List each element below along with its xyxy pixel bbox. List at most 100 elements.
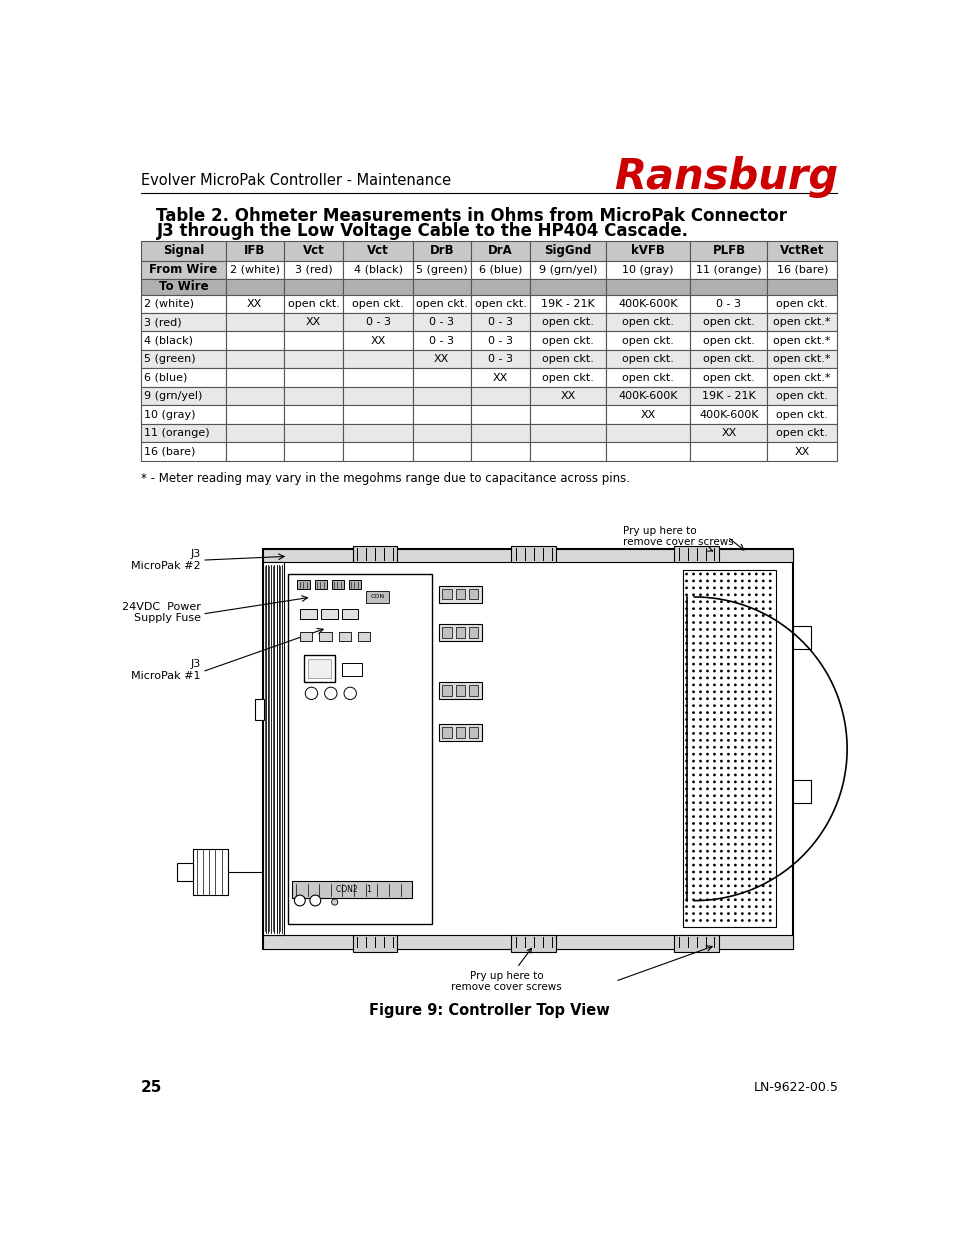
Text: 2 (white): 2 (white): [144, 299, 193, 309]
Circle shape: [733, 587, 736, 589]
Circle shape: [768, 593, 771, 597]
Circle shape: [726, 794, 729, 797]
Circle shape: [692, 587, 694, 589]
Bar: [439, 682, 481, 699]
Circle shape: [733, 732, 736, 735]
Circle shape: [684, 614, 687, 618]
Bar: [690, 241, 767, 261]
Circle shape: [712, 884, 715, 887]
Circle shape: [761, 579, 764, 583]
Bar: [141, 368, 226, 387]
Circle shape: [740, 884, 743, 887]
Circle shape: [733, 919, 736, 921]
Text: DrA: DrA: [488, 245, 513, 257]
Circle shape: [712, 621, 715, 624]
Circle shape: [768, 621, 771, 624]
Circle shape: [747, 739, 750, 742]
Circle shape: [692, 919, 694, 921]
Bar: [226, 424, 283, 442]
Circle shape: [761, 898, 764, 902]
Text: Vct: Vct: [302, 245, 324, 257]
Circle shape: [699, 683, 701, 687]
Circle shape: [740, 844, 743, 846]
Bar: [605, 279, 690, 294]
Circle shape: [684, 781, 687, 783]
Circle shape: [761, 683, 764, 687]
Bar: [470, 387, 530, 405]
Circle shape: [692, 579, 694, 583]
Circle shape: [761, 788, 764, 790]
Circle shape: [740, 913, 743, 915]
Circle shape: [705, 677, 708, 679]
Circle shape: [761, 648, 764, 652]
Bar: [343, 241, 413, 261]
Circle shape: [720, 913, 722, 915]
Text: From Wire: From Wire: [149, 263, 217, 277]
Circle shape: [761, 677, 764, 679]
Circle shape: [712, 587, 715, 589]
Circle shape: [692, 815, 694, 818]
Circle shape: [754, 635, 757, 637]
Circle shape: [720, 892, 722, 894]
Circle shape: [684, 788, 687, 790]
Circle shape: [768, 913, 771, 915]
Bar: [141, 312, 226, 331]
Bar: [767, 279, 836, 294]
Circle shape: [712, 732, 715, 735]
Circle shape: [747, 773, 750, 777]
Circle shape: [754, 704, 757, 708]
Circle shape: [720, 711, 722, 714]
Circle shape: [684, 815, 687, 818]
Bar: [283, 331, 343, 350]
Bar: [226, 241, 283, 261]
Circle shape: [692, 808, 694, 811]
Circle shape: [684, 593, 687, 597]
Circle shape: [684, 794, 687, 797]
Text: XX: XX: [434, 354, 449, 364]
Bar: [141, 241, 226, 261]
Circle shape: [720, 704, 722, 708]
Circle shape: [705, 788, 708, 790]
Circle shape: [733, 871, 736, 873]
Text: open ckt.: open ckt.: [702, 336, 754, 346]
Circle shape: [747, 732, 750, 735]
Circle shape: [733, 829, 736, 832]
Bar: [262, 562, 284, 935]
Text: open ckt.: open ckt.: [352, 299, 403, 309]
Circle shape: [740, 892, 743, 894]
Bar: [226, 405, 283, 424]
Circle shape: [768, 683, 771, 687]
Circle shape: [705, 719, 708, 721]
Circle shape: [747, 579, 750, 583]
Text: Table 2. Ohmeter Measurements in Ohms from MicroPak Connector: Table 2. Ohmeter Measurements in Ohms fr…: [156, 207, 786, 225]
Circle shape: [692, 732, 694, 735]
Circle shape: [768, 656, 771, 658]
Bar: [413, 312, 470, 331]
Circle shape: [692, 621, 694, 624]
Bar: [530, 405, 605, 424]
Circle shape: [712, 677, 715, 679]
Circle shape: [740, 898, 743, 902]
Circle shape: [712, 892, 715, 894]
Bar: [530, 368, 605, 387]
Circle shape: [740, 698, 743, 700]
Circle shape: [733, 614, 736, 618]
Circle shape: [699, 614, 701, 618]
Circle shape: [684, 753, 687, 756]
Circle shape: [705, 725, 708, 727]
Circle shape: [720, 878, 722, 881]
Circle shape: [726, 677, 729, 679]
Circle shape: [740, 629, 743, 631]
Bar: [226, 331, 283, 350]
Bar: [605, 424, 690, 442]
Circle shape: [692, 739, 694, 742]
Text: 10 (gray): 10 (gray): [144, 410, 195, 420]
Circle shape: [720, 884, 722, 887]
Circle shape: [684, 629, 687, 631]
Circle shape: [712, 905, 715, 908]
Circle shape: [692, 593, 694, 597]
Circle shape: [720, 725, 722, 727]
Circle shape: [740, 593, 743, 597]
Circle shape: [720, 642, 722, 645]
Circle shape: [754, 587, 757, 589]
